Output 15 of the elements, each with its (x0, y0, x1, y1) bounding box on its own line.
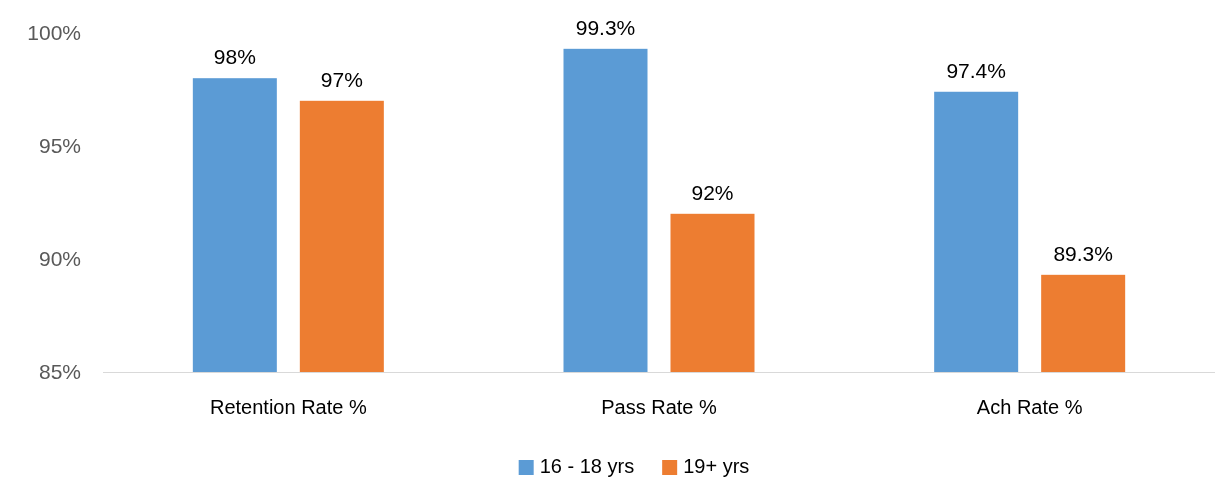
data-label: 92% (691, 180, 734, 204)
data-label: 98% (213, 45, 256, 69)
data-label: 97.4% (946, 58, 1006, 82)
legend-label: 16 - 18 yrs (539, 455, 635, 477)
y-tick-label: 85% (38, 360, 81, 384)
y-tick-label: 100% (27, 21, 81, 45)
x-tick-label: Pass Rate % (601, 396, 718, 419)
data-label: 89.3% (1053, 241, 1113, 265)
x-tick-label: Ach Rate % (976, 396, 1083, 419)
y-tick-label: 95% (38, 134, 81, 158)
y-tick-label: 90% (38, 247, 81, 271)
x-tick-label: Retention Rate % (209, 396, 367, 419)
data-label: 99.3% (575, 15, 636, 39)
data-label: 97% (320, 67, 363, 91)
legend-label: 19+ yrs (683, 455, 750, 477)
